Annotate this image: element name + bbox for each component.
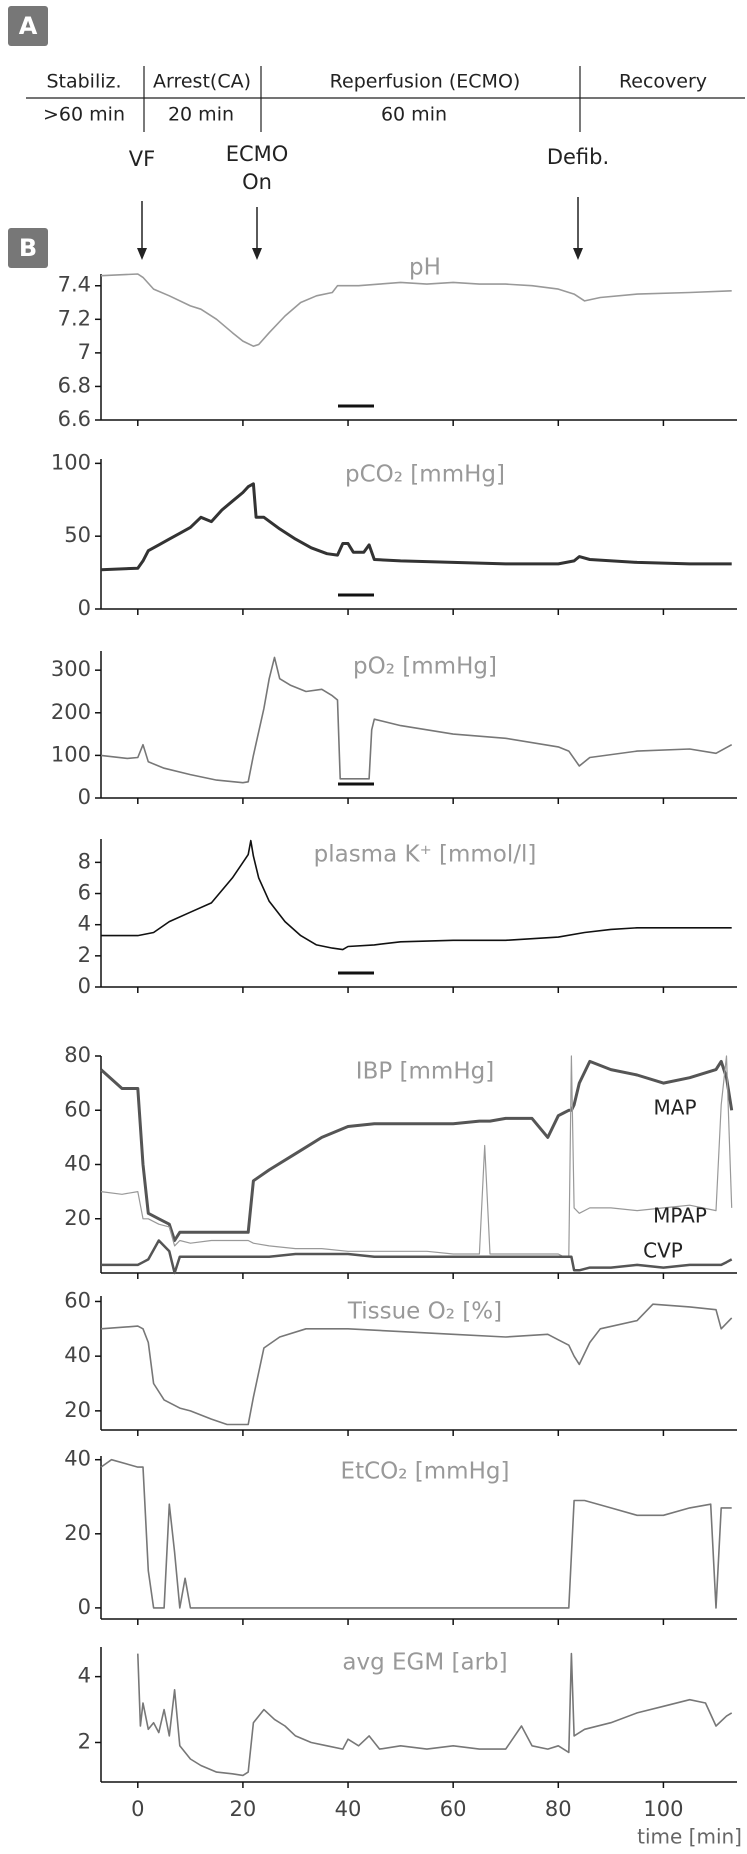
x-tick-label: 40 [335,1797,362,1821]
phase-duration: 60 min [381,104,447,126]
y-tick-label: 0 [78,596,91,620]
x-tick-label: 100 [643,1797,683,1821]
phase-label: Reperfusion (ECMO) [330,71,521,93]
data-line [100,273,732,347]
phase-label: Arrest(CA) [153,71,251,93]
event-label: VF [129,147,155,171]
chart-title: EtCO₂ [mmHg] [341,1459,510,1485]
series-label: MPAP [653,1204,707,1228]
x-tick-label: 60 [440,1797,467,1821]
panel-badge [8,6,48,46]
series-label: MAP [654,1096,697,1120]
panel-letter: A [19,12,38,40]
y-tick-label: 6 [78,881,91,905]
y-tick-label: 300 [51,657,91,681]
arrow-head [573,248,583,260]
y-tick-label: 200 [51,700,91,724]
event-label: ECMO [226,142,289,166]
series-line [99,1059,734,1242]
phase-duration: >60 min [43,104,125,126]
y-tick-label: 80 [64,1043,91,1067]
chart-title: plasma K⁺ [mmol/l] [314,842,537,868]
y-tick-label: 7.2 [58,306,91,330]
y-tick-label: 100 [51,450,91,474]
chart-title: pO₂ [mmHg] [353,654,497,680]
phase-label: Stabiliz. [46,71,121,93]
panel-letter: B [19,234,37,262]
data-line [100,1458,732,1609]
data-line [137,1652,733,1777]
series-line [101,1239,733,1275]
x-tick-label: 20 [230,1797,257,1821]
chart-title: Tissue O₂ [%] [347,1299,502,1325]
y-tick-label: 60 [64,1288,91,1312]
y-tick-label: 50 [64,523,91,547]
y-tick-label: 0 [78,785,91,809]
y-tick-label: 60 [64,1097,91,1121]
x-tick-label: 0 [131,1797,144,1821]
data-line [100,1303,733,1426]
y-tick-label: 8 [78,849,91,873]
y-tick-label: 7 [78,340,91,364]
y-tick-label: 40 [64,1152,91,1176]
y-tick-label: 4 [78,912,91,936]
y-tick-label: 4 [78,1664,91,1688]
x-tick-label: 80 [545,1797,572,1821]
event-label: On [242,170,272,194]
chart-title: avg EGM [arb] [342,1650,507,1676]
y-tick-label: 40 [64,1343,91,1367]
chart-title: pH [409,255,441,281]
y-tick-label: 20 [64,1521,91,1545]
y-tick-label: 40 [64,1447,91,1471]
x-axis-label: time [min] [637,1825,742,1849]
y-tick-label: 0 [78,974,91,998]
y-tick-label: 2 [78,1729,91,1753]
y-tick-label: 20 [64,1206,91,1230]
phase-label: Recovery [619,71,707,93]
arrow-head [252,248,262,260]
series-label: CVP [643,1239,683,1263]
data-line [100,482,732,572]
y-tick-label: 7.4 [58,273,91,297]
data-line [100,656,733,784]
chart-title: pCO₂ [mmHg] [345,462,505,488]
phase-duration: 20 min [168,104,234,126]
arrow-head [137,248,147,260]
y-tick-label: 20 [64,1398,91,1422]
panel-badge [8,228,48,268]
y-tick-label: 100 [51,742,91,766]
chart-title: IBP [mmHg] [356,1059,494,1085]
event-label: Defib. [547,145,609,169]
y-tick-label: 2 [78,943,91,967]
y-tick-label: 0 [78,1595,91,1619]
y-tick-label: 6.8 [58,373,91,397]
data-line [101,839,732,951]
series-line [100,1055,733,1258]
y-tick-label: 6.6 [58,407,91,431]
